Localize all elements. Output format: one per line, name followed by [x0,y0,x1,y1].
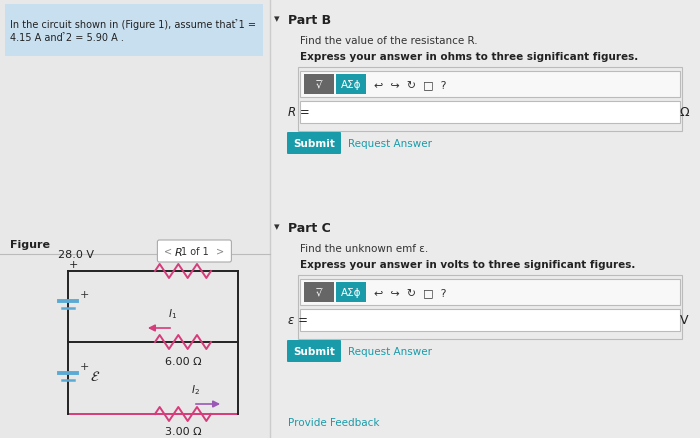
FancyBboxPatch shape [158,240,232,262]
Text: 4.15 A and ̉2 = 5.90 A .: 4.15 A and ̉2 = 5.90 A . [10,33,124,43]
Text: AΣϕ: AΣϕ [341,80,361,90]
Text: Find the unknown emf ε.: Find the unknown emf ε. [300,244,428,254]
Text: ▾: ▾ [274,14,279,24]
Text: R: R [175,247,183,258]
Text: Figure: Figure [10,240,50,249]
Text: ↩  ↪  ↻  □  ?: ↩ ↪ ↻ □ ? [374,287,447,297]
Text: Request Answer: Request Answer [348,346,432,356]
Text: Provide Feedback: Provide Feedback [288,417,379,427]
FancyBboxPatch shape [300,72,680,98]
Text: V: V [680,314,689,327]
Bar [270,0,700,438]
FancyBboxPatch shape [300,279,680,305]
Text: ▾: ▾ [274,222,279,231]
Text: 28.0 V: 28.0 V [58,249,94,259]
Text: √̅: √̅ [316,80,322,90]
Text: +: + [80,361,90,371]
FancyBboxPatch shape [287,133,341,155]
FancyBboxPatch shape [336,75,366,95]
Text: Request Answer: Request Answer [348,139,432,148]
Text: ↩  ↪  ↻  □  ?: ↩ ↪ ↻ □ ? [374,80,447,90]
Text: 1 of 1: 1 of 1 [181,247,209,256]
FancyBboxPatch shape [304,75,334,95]
Text: Ω: Ω [680,106,689,119]
Text: ε =: ε = [288,314,308,327]
Text: √̅: √̅ [316,287,322,297]
Text: Express your answer in volts to three significant figures.: Express your answer in volts to three si… [300,259,636,269]
Text: $I_1$: $I_1$ [169,307,178,320]
Text: >: > [216,247,225,256]
Text: $I_2$: $I_2$ [191,382,200,396]
Text: Part C: Part C [288,222,330,234]
Text: Express your answer in ohms to three significant figures.: Express your answer in ohms to three sig… [300,52,638,62]
Text: AΣϕ: AΣϕ [341,287,361,297]
Text: +: + [80,290,90,299]
Text: <: < [164,247,172,256]
FancyBboxPatch shape [300,309,680,331]
FancyBboxPatch shape [287,340,341,362]
FancyBboxPatch shape [300,102,680,124]
Text: 6.00 Ω: 6.00 Ω [164,356,202,366]
Text: 3.00 Ω: 3.00 Ω [164,426,202,436]
Text: In the circuit shown in (Figure 1), assume that ̉1 =: In the circuit shown in (Figure 1), assu… [10,19,256,30]
Bar [5,5,263,57]
Text: $\mathcal{E}$: $\mathcal{E}$ [90,369,100,383]
Text: +: + [69,259,78,269]
Text: R =: R = [288,106,309,119]
Bar [0,0,270,438]
Text: Submit: Submit [293,139,335,148]
FancyBboxPatch shape [304,283,334,302]
Text: Submit: Submit [293,346,335,356]
Text: Find the value of the resistance R.: Find the value of the resistance R. [300,36,477,46]
Text: Part B: Part B [288,14,331,27]
FancyBboxPatch shape [336,283,366,302]
